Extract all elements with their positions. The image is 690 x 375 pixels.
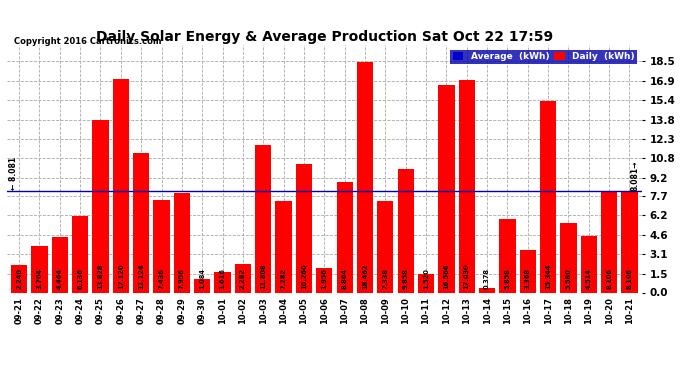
Text: 7.436: 7.436 — [159, 268, 164, 289]
Text: 7.956: 7.956 — [179, 268, 185, 289]
Bar — [235, 264, 251, 292]
Text: 4.514: 4.514 — [586, 268, 592, 289]
Bar — [601, 191, 618, 292]
Bar — [296, 164, 312, 292]
Text: 1.956: 1.956 — [322, 268, 327, 289]
Text: 16.566: 16.566 — [444, 263, 449, 289]
Text: 1.616: 1.616 — [219, 268, 226, 289]
Title: Daily Solar Energy & Average Production Sat Oct 22 17:59: Daily Solar Energy & Average Production … — [96, 30, 553, 44]
Bar — [622, 191, 638, 292]
Text: 8.864: 8.864 — [342, 268, 348, 289]
Text: 1.520: 1.520 — [423, 268, 429, 289]
Text: 10.260: 10.260 — [301, 263, 307, 289]
Bar — [255, 145, 271, 292]
Text: 17.030: 17.030 — [464, 263, 470, 289]
Legend: Average  (kWh), Daily  (kWh): Average (kWh), Daily (kWh) — [450, 50, 637, 64]
Bar — [479, 288, 495, 292]
Bar — [520, 251, 536, 292]
Bar — [459, 80, 475, 292]
Bar — [397, 169, 414, 292]
Text: 8.106: 8.106 — [627, 268, 633, 289]
Bar — [52, 237, 68, 292]
Bar — [357, 62, 373, 292]
Bar — [438, 86, 455, 292]
Bar — [72, 216, 88, 292]
Bar — [560, 223, 577, 292]
Text: 4.464: 4.464 — [57, 268, 63, 289]
Text: 2.240: 2.240 — [16, 268, 22, 289]
Bar — [377, 201, 393, 292]
Text: 8.106: 8.106 — [606, 268, 612, 289]
Text: 8.081→: 8.081→ — [631, 161, 640, 192]
Text: 5.580: 5.580 — [565, 268, 571, 289]
Bar — [11, 264, 27, 292]
Bar — [275, 201, 292, 292]
Text: 1.084: 1.084 — [199, 268, 205, 289]
Text: 3.368: 3.368 — [525, 268, 531, 289]
Bar — [92, 120, 108, 292]
Bar — [194, 279, 210, 292]
Bar — [215, 272, 230, 292]
Text: 9.858: 9.858 — [403, 268, 408, 289]
Bar — [31, 246, 48, 292]
Bar — [112, 78, 129, 292]
Text: 15.344: 15.344 — [545, 263, 551, 289]
Bar — [581, 236, 597, 292]
Bar — [500, 219, 515, 292]
Bar — [316, 268, 333, 292]
Text: 18.462: 18.462 — [362, 263, 368, 289]
Text: 5.858: 5.858 — [504, 268, 511, 289]
Text: ← 8.081: ← 8.081 — [9, 156, 18, 190]
Text: 2.282: 2.282 — [240, 268, 246, 289]
Bar — [418, 273, 434, 292]
Text: 0.378: 0.378 — [484, 268, 490, 289]
Text: 3.704: 3.704 — [37, 268, 43, 289]
Text: 7.338: 7.338 — [382, 268, 388, 289]
Bar — [337, 182, 353, 292]
Bar — [133, 153, 149, 292]
Bar — [540, 101, 556, 292]
Text: 11.808: 11.808 — [260, 263, 266, 289]
Text: Copyright 2016 Cartronics.com: Copyright 2016 Cartronics.com — [14, 38, 161, 46]
Text: 17.120: 17.120 — [118, 263, 124, 289]
Text: 11.124: 11.124 — [138, 263, 144, 289]
Bar — [153, 200, 170, 292]
Bar — [174, 193, 190, 292]
Text: 6.136: 6.136 — [77, 268, 83, 289]
Text: 13.828: 13.828 — [97, 263, 104, 289]
Text: 7.282: 7.282 — [281, 268, 286, 289]
